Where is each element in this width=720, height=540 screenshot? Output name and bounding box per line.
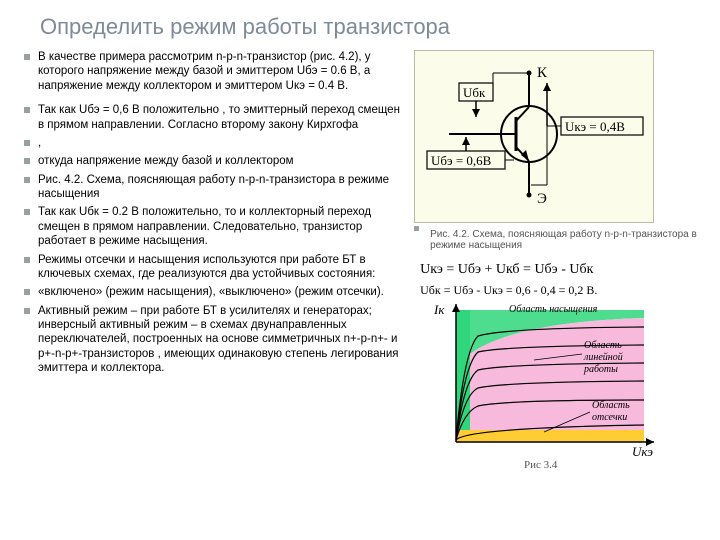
svg-text:Область: Область <box>592 400 630 411</box>
label-E: Э <box>537 191 547 207</box>
bullet-item: Рис. 4.2. Схема, поясняющая работу n-p-n… <box>22 173 404 202</box>
bullet-item: Режимы отсечки и насыщения используются … <box>22 253 404 282</box>
iv-chart: Iк Uкэ Область насыщения Область линейно… <box>414 300 664 470</box>
bullet-item: , <box>22 136 404 150</box>
equation-2: Uбк = Uбэ - Uкэ = 0,6 - 0,4 = 0,2 В. <box>420 283 597 298</box>
circuit-diagram: К Э Uбк Uбэ = 0,6В <box>414 50 654 223</box>
bullet-item: «включено» (режим насыщения), «выключено… <box>22 285 404 299</box>
right-column: К Э Uбк Uбэ = 0,6В <box>414 50 698 470</box>
bullet-item: откуда напряжение между базой и коллекто… <box>22 154 404 168</box>
svg-text:отсечки: отсечки <box>592 412 627 423</box>
equation-1: Uкэ = Uбэ + Uкб = Uбэ - Uбк <box>420 259 593 281</box>
circuit-caption: Рис. 4.2. Схема, поясняющая работу n-p-n… <box>430 229 698 251</box>
caption-wrap: Рис. 4.2. Схема, поясняющая работу n-p-n… <box>414 223 698 255</box>
chart-caption: Рис 3.4 <box>524 459 558 470</box>
xlabel: Uкэ <box>632 444 653 459</box>
svg-text:линейной: линейной <box>583 352 623 363</box>
label-lin-1: Область <box>584 340 622 351</box>
label-K: К <box>537 65 548 81</box>
ylabel: Iк <box>433 302 445 317</box>
label-ubk: Uбк <box>463 85 486 100</box>
slide-title: Определить режим работы транзистора <box>40 14 698 40</box>
columns: В качестве примера рассмотрим n-p-n-тран… <box>22 50 698 470</box>
bullet-item: Так как Uбэ = 0,6 В положительно , то эм… <box>22 103 404 132</box>
circuit-svg: К Э Uбк Uбэ = 0,6В <box>419 55 649 213</box>
label-sat: Область насыщения <box>509 304 598 315</box>
left-column: В качестве примера рассмотрим n-p-n-тран… <box>22 50 406 470</box>
bullet-list: В качестве примера рассмотрим n-p-n-тран… <box>22 50 404 376</box>
bullet-item: В качестве примера рассмотрим n-p-n-тран… <box>22 50 404 93</box>
label-uke: Uкэ = 0,4В <box>565 119 625 134</box>
svg-text:работы: работы <box>583 364 618 375</box>
label-ube: Uбэ = 0,6В <box>431 153 492 168</box>
bullet-item: Так как Uбк = 0.2 В положительно, то и к… <box>22 205 404 248</box>
bullet-item: Активный режим – при работе БТ в усилите… <box>22 304 404 376</box>
slide: Определить режим работы транзистора В ка… <box>0 0 720 540</box>
